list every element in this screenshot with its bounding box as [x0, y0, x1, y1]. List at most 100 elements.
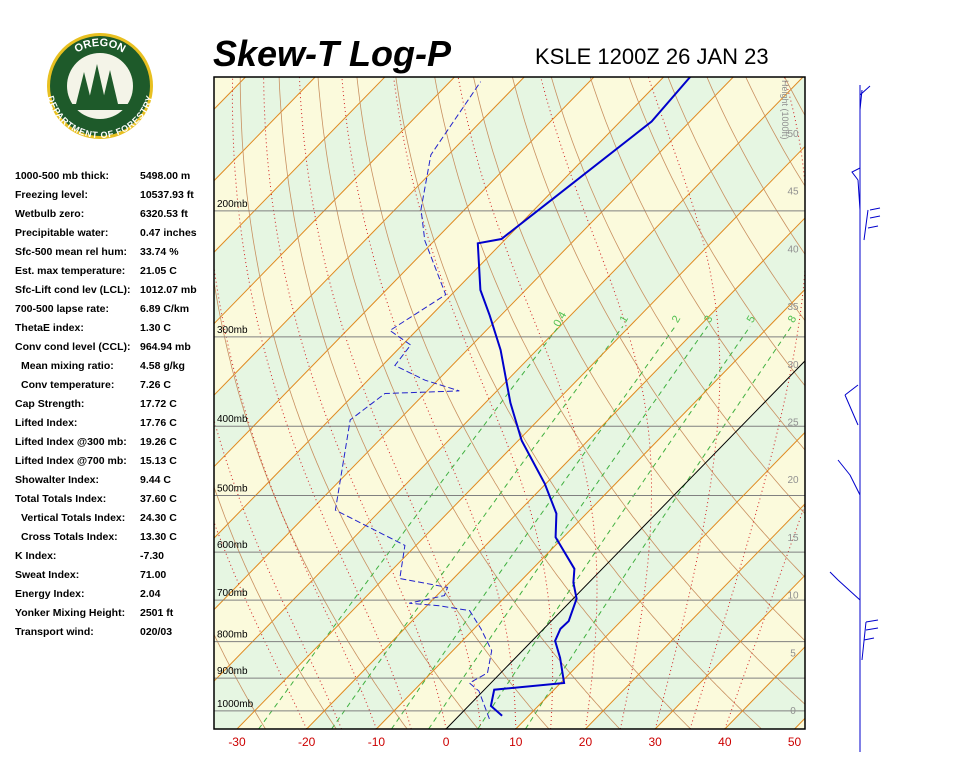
x-tick-label: -20 — [298, 735, 316, 749]
height-tick-label: 5 — [790, 648, 796, 659]
height-tick-label: 10 — [787, 591, 799, 602]
dry-adiabat — [901, 77, 960, 729]
stat-value: 4.58 g/kg — [140, 360, 185, 372]
stat-label: K Index: — [15, 550, 56, 562]
barb — [864, 208, 880, 240]
dry-adiabat — [862, 77, 960, 729]
stat-label: Transport wind: — [15, 626, 94, 638]
stat-value: 13.30 C — [140, 531, 177, 543]
x-tick-label: -10 — [368, 735, 386, 749]
height-tick-label: 25 — [787, 417, 799, 428]
height-tick-label: 20 — [787, 475, 799, 486]
stat-label: Cross Totals Index: — [21, 531, 118, 543]
station: KSLE 1200Z 26 JAN 23 — [535, 44, 769, 69]
x-tick-label: 20 — [579, 735, 593, 749]
stat-value: 17.76 C — [140, 417, 177, 429]
title: Skew-T Log-P — [213, 33, 452, 74]
stat-value: 19.26 C — [140, 436, 177, 448]
stat-label: Est. max temperature: — [15, 265, 125, 277]
stat-label: Showalter Index: — [15, 474, 99, 486]
x-tick-label: 50 — [788, 735, 802, 749]
isotherm — [795, 77, 960, 729]
y-tick-label: 300mb — [217, 325, 248, 336]
stat-value: 9.44 C — [140, 474, 171, 486]
stat-label: Conv cond level (CCL): — [15, 341, 131, 353]
barb — [852, 168, 860, 210]
logo: OREGON DEPARTMENT OF FORESTRY — [45, 33, 155, 141]
stat-value: 020/03 — [140, 626, 172, 638]
stat-value: 2501 ft — [140, 607, 174, 619]
dry-adiabat — [785, 77, 960, 729]
stat-value: 21.05 C — [140, 265, 177, 277]
x-tick-label: -30 — [228, 735, 246, 749]
x-tick-label: 40 — [718, 735, 732, 749]
height-tick-label: 45 — [787, 187, 799, 198]
stat-label: Mean mixing ratio: — [21, 360, 114, 372]
x-tick-label: 30 — [648, 735, 662, 749]
stat-value: 7.26 C — [140, 379, 171, 391]
stat-value: 10537.93 ft — [140, 189, 194, 201]
stat-label: Precipitable water: — [15, 227, 108, 239]
y-tick-label: 500mb — [217, 484, 248, 495]
stat-value: 6.89 C/km — [140, 303, 189, 315]
stat-label: Total Totals Index: — [15, 493, 106, 505]
y-tick-label: 400mb — [217, 414, 248, 425]
barb — [862, 620, 878, 660]
y-tick-label: 600mb — [217, 540, 248, 551]
stat-value: 5498.00 m — [140, 170, 190, 182]
band — [795, 77, 960, 729]
stat-value: 2.04 — [140, 588, 161, 600]
stat-label: 1000-500 mb thick: — [15, 170, 109, 182]
stat-value: 17.72 C — [140, 398, 177, 410]
stat-value: 37.60 C — [140, 493, 177, 505]
stat-label: Sfc-Lift cond lev (LCL): — [15, 284, 131, 296]
height-tick-label: 15 — [787, 533, 799, 544]
stat-label: Vertical Totals Index: — [21, 512, 125, 524]
y-tick-label: 1000mb — [217, 699, 254, 710]
y-tick-label: 800mb — [217, 630, 248, 641]
stat-value: 33.74 % — [140, 246, 179, 258]
stat-label: Wetbulb zero: — [15, 208, 84, 220]
stat-value: 6320.53 ft — [140, 208, 188, 220]
x-tick-label: 10 — [509, 735, 523, 749]
stat-value: 1.30 C — [140, 322, 171, 334]
stat-label: Sweat Index: — [15, 569, 79, 581]
height-tick-label: 40 — [787, 244, 799, 255]
stat-label: Conv temperature: — [21, 379, 114, 391]
stat-label: Lifted Index @700 mb: — [15, 455, 127, 467]
x-tick-label: 0 — [443, 735, 450, 749]
stat-value: 71.00 — [140, 569, 166, 581]
stats-table: 1000-500 mb thick: 5498.00 m Freezing leve… — [15, 170, 197, 638]
stat-label: Freezing level: — [15, 189, 88, 201]
stat-label: Lifted Index @300 mb: — [15, 436, 127, 448]
height-axis-label: Height (1000ft) — [780, 80, 790, 140]
height-tick-label: 30 — [787, 360, 799, 371]
barb — [838, 460, 860, 495]
barb — [860, 86, 870, 110]
stat-value: -7.30 — [140, 550, 164, 562]
barb — [845, 385, 858, 425]
dry-adiabat — [940, 77, 960, 729]
stat-label: Cap Strength: — [15, 398, 84, 410]
stat-label: Energy Index: — [15, 588, 84, 600]
stat-value: 15.13 C — [140, 455, 177, 467]
stat-value: 964.94 mb — [140, 341, 191, 353]
barb — [830, 572, 860, 600]
stat-label: Sfc-500 mean rel hum: — [15, 246, 127, 258]
y-tick-label: 200mb — [217, 199, 248, 210]
dry-adiabat — [824, 77, 960, 729]
stat-value: 24.30 C — [140, 512, 177, 524]
stat-label: 700-500 lapse rate: — [15, 303, 109, 315]
wind-barbs — [830, 85, 880, 752]
height-tick-label: 35 — [787, 302, 799, 313]
stat-label: Yonker Mixing Height: — [15, 607, 125, 619]
stat-label: Lifted Index: — [15, 417, 77, 429]
logo-ground — [72, 104, 128, 110]
stat-value: 1012.07 mb — [140, 284, 197, 296]
stat-value: 0.47 inches — [140, 227, 197, 239]
stat-label: ThetaE index: — [15, 322, 84, 334]
y-tick-label: 700mb — [217, 588, 248, 599]
height-tick-label: 0 — [790, 706, 796, 717]
